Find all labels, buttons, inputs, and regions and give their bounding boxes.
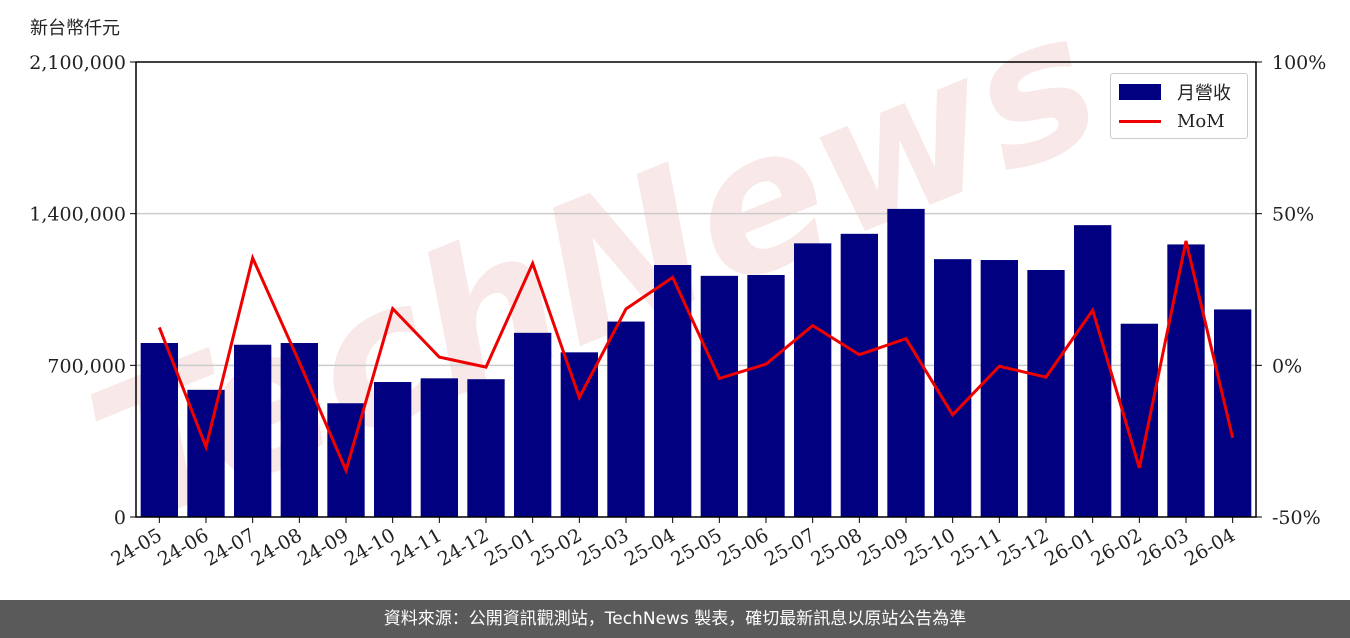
revenue-bar [374, 382, 412, 517]
x-tick-label: 24-11 [387, 524, 445, 570]
x-tick-label: 25-10 [901, 524, 959, 570]
mom-line [157, 240, 1235, 475]
x-tick-label: 24-08 [247, 524, 305, 570]
revenue-bar [280, 343, 318, 517]
revenue-bar [700, 275, 738, 517]
revenue-bar [1120, 323, 1158, 517]
x-tick-label: 25-09 [854, 524, 912, 570]
x-tick-label: 25-07 [761, 524, 819, 570]
y-right-tick-label: 100% [1272, 52, 1326, 74]
revenue-bar [187, 389, 225, 517]
legend-swatch-line [1119, 119, 1161, 123]
revenue-bar [1027, 270, 1065, 517]
x-tick-label: 24-10 [341, 524, 399, 570]
revenue-chart: TechNews 0700,0001,400,0002,100,000-50%0… [29, 0, 1326, 571]
revenue-bar [420, 378, 458, 517]
y-right-tick-label: 50% [1272, 204, 1314, 226]
y-right-tick-label: -50% [1272, 507, 1321, 529]
y-left-tick-label: 700,000 [47, 355, 126, 377]
revenue-bar [467, 379, 505, 517]
x-tick-label: 26-04 [1181, 524, 1239, 570]
legend-item-mom: MoM [1119, 109, 1225, 133]
revenue-bar [140, 343, 178, 517]
revenue-bar [1074, 225, 1112, 517]
revenue-bar [1167, 244, 1205, 517]
source-footer: 資料來源：公開資訊觀測站，TechNews 製表，確切最新訊息以原站公告為準 [0, 600, 1350, 638]
x-tick-label: 24-12 [434, 524, 492, 570]
revenue-bar [607, 321, 645, 517]
x-tick-label: 25-04 [621, 524, 679, 570]
revenue-bar [840, 233, 878, 518]
x-tick-label: 25-12 [994, 524, 1052, 570]
y-left-tick-label: 0 [114, 507, 126, 529]
plot-frame [135, 61, 1257, 518]
x-tick-label: 26-02 [1087, 524, 1145, 570]
revenue-bar [747, 274, 785, 517]
revenue-bar [980, 260, 1018, 517]
revenue-bar [1214, 309, 1252, 517]
revenue-bar [934, 259, 972, 517]
x-tick-label: 25-01 [481, 524, 539, 570]
x-tick-label: 25-06 [714, 524, 772, 570]
revenue-bar [560, 352, 598, 517]
x-tick-label: 25-08 [807, 524, 865, 570]
x-tick-label: 26-03 [1134, 524, 1192, 570]
legend-label-revenue: 月營收 [1177, 83, 1231, 104]
y-left-tick-label: 2,100,000 [29, 52, 126, 74]
revenue-bar [887, 208, 925, 517]
legend-item-revenue: 月營收 [1119, 80, 1231, 104]
x-tick-label: 25-03 [574, 524, 632, 570]
revenue-bar [234, 344, 272, 517]
chart-legend: 月營收 MoM [1110, 73, 1248, 139]
x-tick-label: 25-11 [947, 524, 1005, 570]
x-tick-label: 25-02 [527, 524, 585, 570]
revenue-bar [514, 332, 552, 517]
x-tick-label: 24-09 [294, 524, 352, 570]
y-right-tick-label: 0% [1272, 355, 1302, 377]
legend-label-mom: MoM [1177, 110, 1225, 132]
revenue-bar [794, 243, 832, 517]
y-axis-unit-label: 新台幣仟元 [30, 18, 120, 39]
x-tick-label: 26-01 [1041, 524, 1099, 570]
y-left-tick-label: 1,400,000 [29, 204, 126, 226]
legend-swatch-bar [1119, 84, 1161, 100]
x-tick-label: 25-05 [667, 524, 725, 570]
